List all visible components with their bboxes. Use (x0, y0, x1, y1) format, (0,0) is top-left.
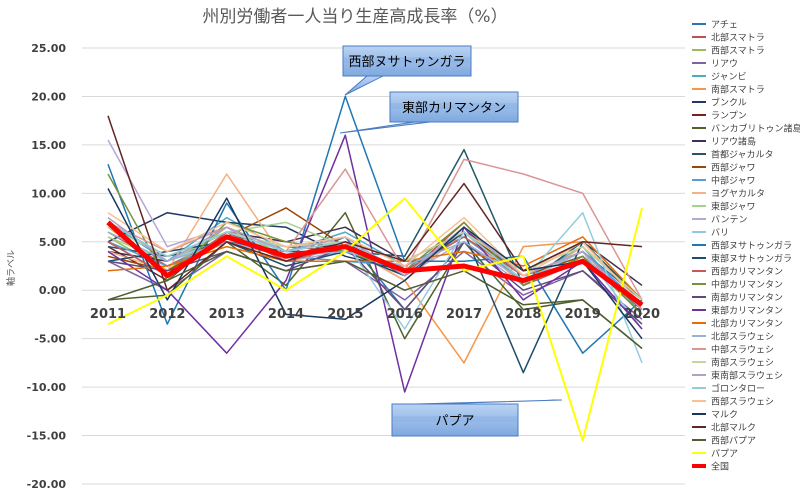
x-tick-label: 2013 (209, 307, 245, 322)
legend-entry: 西部ヌサトゥンガラ (711, 240, 792, 252)
legend-entry: 北部マルク (711, 422, 756, 434)
y-tick-label: 10.00 (31, 187, 66, 200)
x-axis-ticks: 2011 2012 2013 2014 2015 2016 2017 2018 2019 2020 (90, 307, 660, 322)
callout-label: 西部ヌサトゥンガラ (348, 55, 465, 70)
series-line (107, 211, 643, 364)
y-tick-label: -5.00 (34, 333, 66, 346)
y-tick-label: -10.00 (27, 381, 67, 394)
callout: 西部ヌサトゥンガラ (342, 45, 472, 96)
legend-entry: 西部パプア (711, 435, 756, 447)
legend-entry: 北部スマトラ (711, 32, 765, 44)
y-tick-label: 20.00 (31, 90, 66, 103)
x-tick-label: 2012 (149, 307, 185, 322)
legend-entry: リアウ諸島 (711, 136, 756, 148)
legend-entry: 東部ヌサトゥンガラ (711, 253, 792, 265)
legend-entry: バンカブリトゥン諸島 (711, 123, 800, 135)
x-tick-label: 2015 (327, 307, 363, 322)
callout-shade (391, 103, 517, 109)
callout-box (389, 91, 519, 123)
series-line (107, 250, 643, 320)
series-line (107, 134, 643, 393)
x-tick-label: 2018 (505, 307, 541, 322)
y-axis-ticks: 25.00 20.00 15.00 10.00 5.00 0.00 -5.00 -10.00 -… (27, 42, 67, 491)
legend-entry: ゴロンタロー (711, 383, 765, 395)
series-line (106, 220, 644, 307)
legend-entry: ジャンビ (711, 72, 747, 83)
legend-entry: 南部カリマンタン (711, 292, 783, 304)
legend-entry: 西部スマトラ (711, 45, 765, 57)
x-tick-label: 2020 (624, 307, 660, 322)
callout-label: 東部カリマンタン (402, 100, 506, 116)
series-line (107, 197, 643, 442)
y-axis-label: 軸ラベル (5, 250, 17, 286)
legend-entry: バンテン (711, 215, 747, 226)
legend-entry: ヨグヤカルタ (711, 188, 765, 200)
callout-box (342, 45, 472, 77)
x-tick-label: 2011 (90, 307, 126, 322)
y-tick-label: -15.00 (27, 430, 67, 443)
legend-entry: 西部スラウェシ (711, 396, 774, 408)
x-tick-label: 2017 (446, 307, 482, 322)
legend-entry: 中部ジャワ (711, 175, 756, 187)
legend-entry: 東部カリマンタン (711, 305, 783, 317)
callout-pointer (339, 121, 431, 134)
callout-pointer (344, 75, 384, 96)
series-line (107, 158, 643, 301)
legend-entry: 南部スマトラ (711, 84, 765, 96)
legend-entry: アチェ (711, 20, 738, 31)
y-tick-label: 0.00 (39, 284, 66, 297)
legend-entry: 東部ジャワ (711, 201, 756, 213)
legend-entry: 北部カリマンタン (711, 318, 783, 330)
y-tick-label: 25.00 (31, 42, 66, 55)
legend-entry: バリ (711, 228, 729, 239)
callout-shade (344, 57, 470, 63)
series-line (107, 250, 643, 349)
legend-entry: リアウ (711, 59, 738, 70)
y-tick-label: 15.00 (31, 139, 66, 152)
legend-entry: 西部カリマンタン (711, 266, 783, 278)
callout-box (391, 403, 519, 437)
legend-entry: 中部カリマンタン (711, 279, 783, 291)
callout: パプア (391, 399, 563, 437)
legend-entry: 首都ジャカルタ (711, 149, 774, 161)
legend-entry: 西部ジャワ (711, 162, 756, 174)
callout-pointer (415, 399, 563, 405)
legend-entry: パプア (711, 449, 738, 460)
y-tick-label: -20.00 (27, 478, 67, 491)
legend-entry: ブンクル (711, 97, 747, 109)
series-line (107, 95, 643, 354)
x-tick-label: 2016 (387, 307, 423, 322)
legend-entry: ランプン (711, 111, 747, 122)
legend-entry: 中部スラウェシ (711, 344, 774, 356)
chart-title: 州別労働者一人当り生産高成長率（%） (202, 7, 507, 27)
legend-entry: 東南部スラウェシ (711, 370, 783, 382)
callout: 東部カリマンタン (339, 91, 519, 134)
x-tick-label: 2019 (565, 307, 601, 322)
x-tick-label: 2014 (268, 307, 304, 322)
callout-label: パプア (435, 414, 474, 429)
series-line (107, 188, 643, 340)
series-lines (106, 95, 644, 442)
callout-shade (393, 416, 517, 422)
legend-entry: 北部スラウェシ (711, 331, 774, 343)
legend-entry: マルク (711, 410, 738, 421)
legend-entry: 南部スラウェシ (711, 357, 774, 369)
y-tick-label: 5.00 (39, 236, 66, 249)
legend-entry: 全国 (711, 461, 729, 473)
legend: アチェ北部スマトラ西部スマトラリアウジャンビ南部スマトラブンクルランプンバンカブ… (692, 20, 800, 473)
gridlines (82, 47, 685, 485)
